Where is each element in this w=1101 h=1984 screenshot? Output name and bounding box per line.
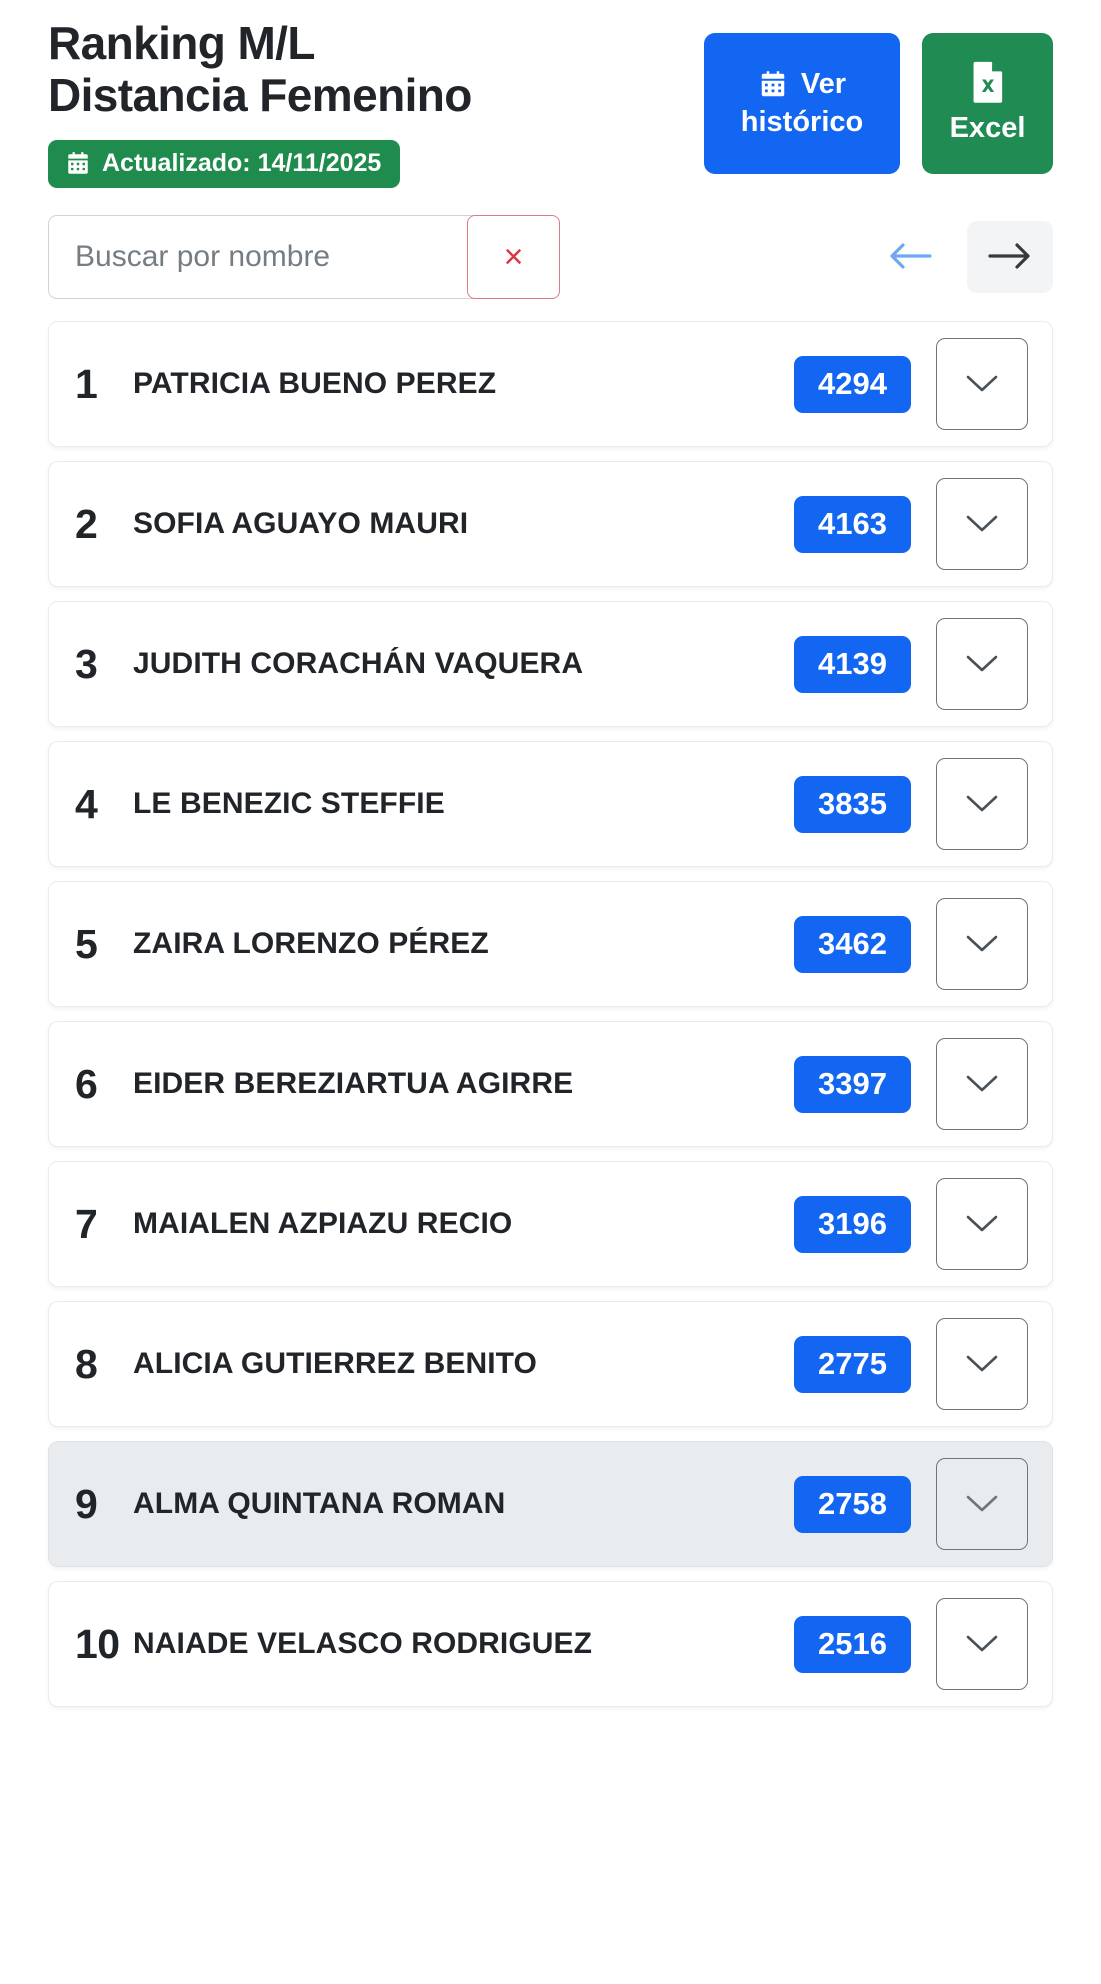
expand-row-button[interactable]: [936, 1318, 1028, 1411]
arrow-right-icon: [985, 239, 1035, 276]
ranking-row[interactable]: 9 ALMA QUINTANA ROMAN 2758: [48, 1441, 1053, 1568]
next-page-button[interactable]: [967, 221, 1053, 294]
score-badge: 4139: [794, 635, 911, 693]
ranking-row[interactable]: 1 PATRICIA BUENO PEREZ 4294: [48, 321, 1053, 448]
score-badge: 2758: [794, 1475, 911, 1533]
pagination-controls: [867, 221, 1053, 294]
header-actions: Ver histórico Excel: [704, 18, 1053, 174]
chevron-down-icon: [963, 510, 1001, 539]
ranking-list: 1 PATRICIA BUENO PEREZ 4294 2 SOFIA AGUAYO M…: [0, 299, 1101, 1708]
rank-position: 6: [75, 1060, 98, 1107]
chevron-down-icon: [963, 1210, 1001, 1239]
athlete-name: MAIALEN AZPIAZU RECIO: [133, 1207, 513, 1241]
updated-badge: Actualizado: 14/11/2025: [48, 140, 401, 189]
score-badge: 2775: [794, 1335, 911, 1393]
rank-position: 3: [75, 640, 98, 687]
expand-row-button[interactable]: [936, 338, 1028, 431]
chevron-down-icon: [963, 930, 1001, 959]
expand-row-button[interactable]: [936, 898, 1028, 991]
close-icon: ×: [503, 238, 524, 277]
ver-historico-label-line2: histórico: [740, 105, 864, 138]
athlete-name: ZAIRA LORENZO PÉREZ: [133, 927, 489, 961]
ranking-row[interactable]: 7 MAIALEN AZPIAZU RECIO 3196: [48, 1161, 1053, 1288]
expand-row-button[interactable]: [936, 758, 1028, 851]
score-badge: 3397: [794, 1055, 911, 1113]
previous-page-button[interactable]: [867, 221, 953, 293]
page-header: Ranking M/L Distancia Femenino Actualiza…: [0, 0, 1101, 189]
chevron-down-icon: [963, 650, 1001, 679]
rank-position: 10: [75, 1620, 120, 1667]
rank-position: 1: [75, 360, 98, 407]
search-row: ×: [0, 188, 1101, 300]
page-title: Ranking M/L Distancia Femenino: [48, 17, 472, 121]
expand-row-button[interactable]: [936, 1178, 1028, 1271]
rank-position: 7: [75, 1200, 98, 1247]
header-left: Ranking M/L Distancia Femenino Actualiza…: [48, 17, 704, 189]
updated-badge-label: Actualizado: 14/11/2025: [102, 149, 382, 178]
athlete-name: EIDER BEREZIARTUA AGIRRE: [133, 1067, 574, 1101]
ranking-row[interactable]: 4 LE BENEZIC STEFFIE 3835: [48, 741, 1053, 868]
athlete-name: ALICIA GUTIERREZ BENITO: [133, 1347, 537, 1381]
athlete-name: SOFIA AGUAYO MAURI: [133, 507, 469, 541]
chevron-down-icon: [963, 370, 1001, 399]
excel-export-button[interactable]: Excel: [922, 33, 1053, 174]
ranking-row[interactable]: 5 ZAIRA LORENZO PÉREZ 3462: [48, 881, 1053, 1008]
expand-row-button[interactable]: [936, 618, 1028, 711]
chevron-down-icon: [963, 1490, 1001, 1519]
athlete-name: NAIADE VELASCO RODRIGUEZ: [133, 1627, 593, 1661]
search-group: ×: [48, 215, 560, 300]
ranking-row[interactable]: 6 EIDER BEREZIARTUA AGIRRE 3397: [48, 1021, 1053, 1148]
rank-position: 9: [75, 1480, 98, 1527]
chevron-down-icon: [963, 1630, 1001, 1659]
athlete-name: ALMA QUINTANA ROMAN: [133, 1487, 506, 1521]
ranking-row[interactable]: 2 SOFIA AGUAYO MAURI 4163: [48, 461, 1053, 588]
expand-row-button[interactable]: [936, 478, 1028, 571]
ranking-row[interactable]: 10 NAIADE VELASCO RODRIGUEZ 2516: [48, 1581, 1053, 1708]
excel-export-label: Excel: [949, 111, 1026, 144]
score-badge: 2516: [794, 1615, 911, 1673]
rank-position: 5: [75, 920, 98, 967]
calendar-icon: [65, 151, 91, 177]
expand-row-button[interactable]: [936, 1598, 1028, 1691]
athlete-name: JUDITH CORACHÁN VAQUERA: [133, 647, 584, 681]
score-badge: 3196: [794, 1195, 911, 1253]
search-input[interactable]: [49, 216, 467, 299]
ver-historico-button[interactable]: Ver histórico: [704, 33, 900, 174]
score-badge: 4294: [794, 355, 911, 413]
ranking-row[interactable]: 3 JUDITH CORACHÁN VAQUERA 4139: [48, 601, 1053, 728]
expand-row-button[interactable]: [936, 1458, 1028, 1551]
ranking-row[interactable]: 8 ALICIA GUTIERREZ BENITO 2775: [48, 1301, 1053, 1428]
rank-position: 2: [75, 500, 98, 547]
athlete-name: PATRICIA BUENO PEREZ: [133, 367, 497, 401]
score-badge: 3835: [794, 775, 911, 833]
chevron-down-icon: [963, 1350, 1001, 1379]
athlete-name: LE BENEZIC STEFFIE: [133, 787, 445, 821]
rank-position: 8: [75, 1340, 98, 1387]
ver-historico-label-line1: Ver: [800, 68, 847, 101]
score-badge: 3462: [794, 915, 911, 973]
rank-position: 4: [75, 780, 98, 827]
chevron-down-icon: [963, 1070, 1001, 1099]
calendar-icon: [758, 70, 788, 100]
score-badge: 4163: [794, 495, 911, 553]
file-excel-icon: [968, 60, 1008, 104]
arrow-left-icon: [885, 239, 935, 276]
expand-row-button[interactable]: [936, 1038, 1028, 1131]
clear-search-button[interactable]: ×: [467, 215, 560, 300]
chevron-down-icon: [963, 790, 1001, 819]
